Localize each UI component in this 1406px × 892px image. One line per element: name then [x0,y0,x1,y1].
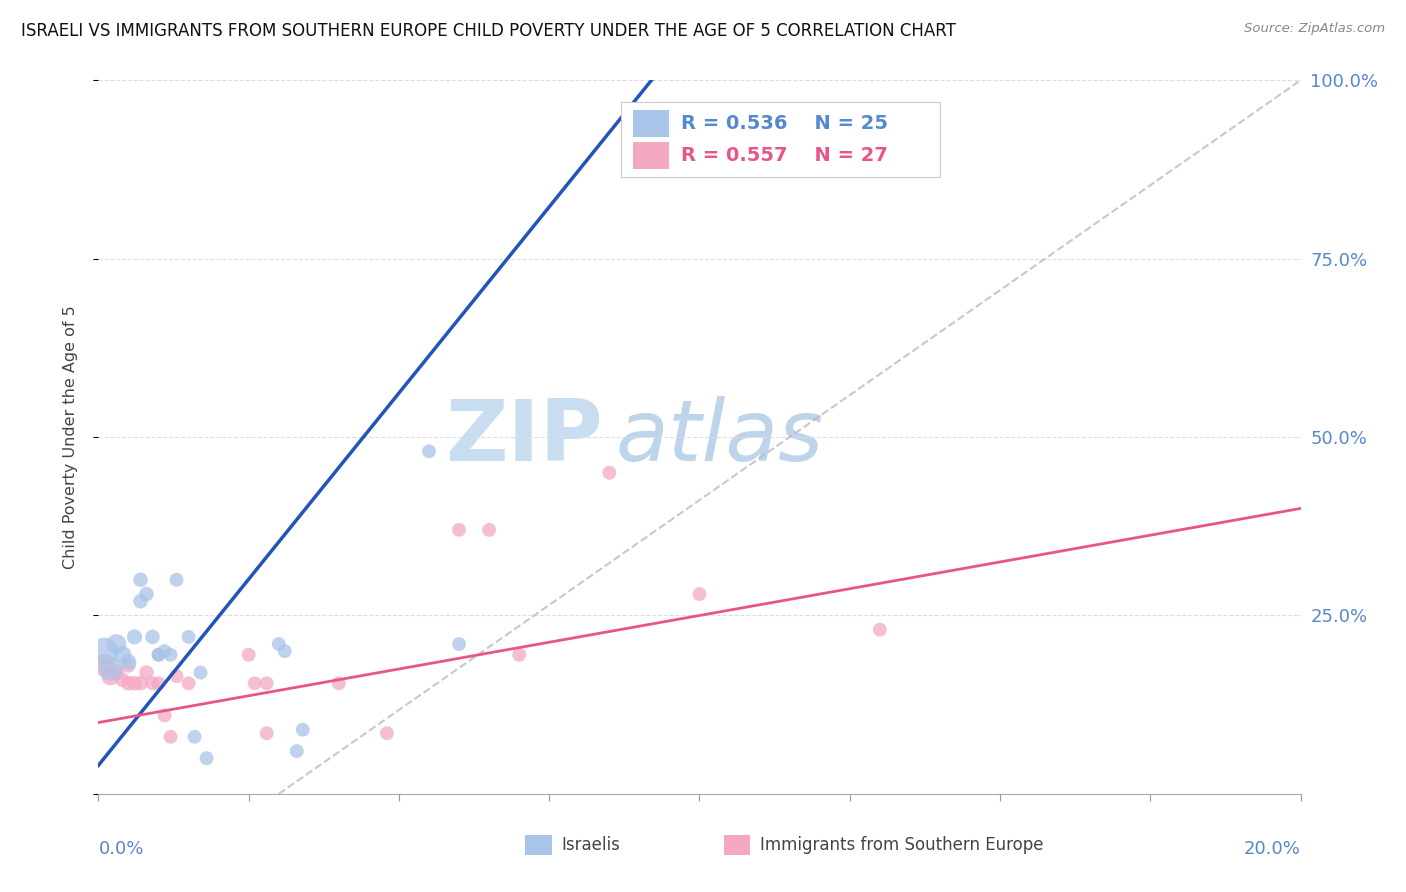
Point [141,630,163,644]
Text: 0.0%: 0.0% [98,840,143,858]
Point [243,676,266,690]
Point [598,466,620,480]
Point [135,665,157,680]
Point [135,587,157,601]
Point [100,669,122,683]
FancyBboxPatch shape [526,835,551,855]
FancyBboxPatch shape [724,835,749,855]
FancyBboxPatch shape [633,111,669,137]
Point [267,637,290,651]
Point [141,676,163,690]
Text: R = 0.557    N = 27: R = 0.557 N = 27 [682,146,889,165]
Text: 20.0%: 20.0% [1244,840,1301,858]
Point [418,444,440,458]
Point [148,676,170,690]
Point [447,637,470,651]
Point [153,644,176,658]
Point [129,594,152,608]
Text: R = 0.536    N = 25: R = 0.536 N = 25 [682,114,889,133]
FancyBboxPatch shape [633,143,669,169]
Point [508,648,530,662]
Point [375,726,398,740]
Point [274,644,297,658]
Text: atlas: atlas [616,395,824,479]
Point [195,751,218,765]
Point [105,637,128,651]
Point [177,676,200,690]
Point [166,573,188,587]
Point [129,573,152,587]
Text: ISRAELI VS IMMIGRANTS FROM SOUTHERN EUROPE CHILD POVERTY UNDER THE AGE OF 5 CORR: ISRAELI VS IMMIGRANTS FROM SOUTHERN EURO… [21,22,956,40]
Point [148,648,170,662]
Point [291,723,314,737]
Point [285,744,308,758]
Point [328,676,350,690]
Point [93,658,115,673]
Point [190,665,212,680]
Point [93,644,115,658]
Point [238,648,260,662]
Point [105,665,128,680]
Text: ZIP: ZIP [446,395,603,479]
Text: Source: ZipAtlas.com: Source: ZipAtlas.com [1244,22,1385,36]
Point [117,655,139,669]
Point [689,587,711,601]
Point [183,730,205,744]
Point [129,676,152,690]
Point [869,623,891,637]
Text: Immigrants from Southern Europe: Immigrants from Southern Europe [759,836,1043,854]
Point [111,673,134,687]
FancyBboxPatch shape [621,102,939,177]
Point [124,630,146,644]
Point [111,648,134,662]
Point [148,648,170,662]
Text: Israelis: Israelis [561,836,620,854]
Point [117,658,139,673]
Point [256,676,278,690]
Y-axis label: Child Poverty Under the Age of 5: Child Poverty Under the Age of 5 [63,305,77,569]
Point [153,708,176,723]
Point [447,523,470,537]
Point [159,648,181,662]
Point [117,676,139,690]
Point [166,669,188,683]
Point [177,630,200,644]
Point [100,662,122,676]
Point [256,726,278,740]
Point [478,523,501,537]
Point [159,730,181,744]
Point [124,676,146,690]
